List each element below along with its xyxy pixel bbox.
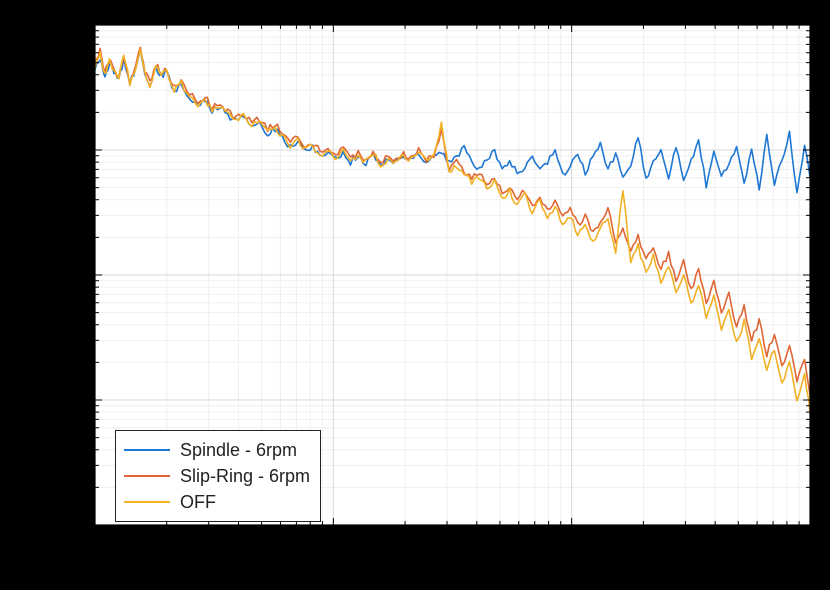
legend-label: Spindle - 6rpm [180,440,297,461]
legend-label: OFF [180,492,216,513]
chart-container: Spindle - 6rpm Slip-Ring - 6rpm OFF [0,0,830,590]
legend: Spindle - 6rpm Slip-Ring - 6rpm OFF [115,430,321,522]
legend-swatch [124,475,170,477]
legend-row: OFF [124,489,310,515]
legend-label: Slip-Ring - 6rpm [180,466,310,487]
legend-swatch [124,449,170,451]
legend-row: Spindle - 6rpm [124,437,310,463]
legend-swatch [124,501,170,503]
legend-row: Slip-Ring - 6rpm [124,463,310,489]
